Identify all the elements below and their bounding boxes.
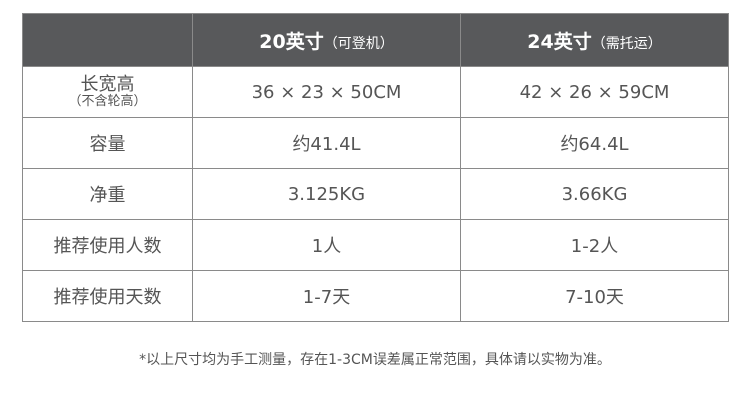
cell: 约64.4L	[460, 117, 729, 169]
header-sub: （可登机）	[323, 35, 394, 52]
header-sub: （需托运）	[591, 35, 662, 52]
row: 容量 约41.4L 约64.4L	[22, 117, 729, 169]
header-cell: 24英寸（需托运）	[460, 13, 729, 67]
cell: 1-7天	[192, 270, 461, 322]
cell: 36 × 23 × 50CM	[192, 66, 461, 118]
row-label: 推荐使用人数	[22, 219, 193, 271]
row: 净重 3.125KG 3.66KG	[22, 168, 729, 220]
row-label: 推荐使用天数	[22, 270, 193, 322]
cell: 1人	[192, 219, 461, 271]
row: 推荐使用人数 1人 1-2人	[22, 219, 729, 271]
footnote: *以上尺寸均为手工测量，存在1-3CM误差属正常范围，具体请以实物为准。	[139, 352, 611, 368]
header-main: 20英寸	[259, 30, 324, 53]
spec-table: 20英寸（可登机） 24英寸（需托运） 长宽高 （不含轮高） 36 × 23 × …	[22, 13, 729, 322]
row: 长宽高 （不含轮高） 36 × 23 × 50CM 42 × 26 × 59CM	[22, 66, 729, 118]
header-empty	[22, 13, 193, 67]
row-label: 长宽高 （不含轮高）	[22, 66, 193, 118]
row: 推荐使用天数 1-7天 7-10天	[22, 270, 729, 322]
header-cell: 20英寸（可登机）	[192, 13, 461, 67]
header-main: 24英寸	[527, 30, 592, 53]
label-main: 长宽高	[80, 74, 135, 95]
cell: 1-2人	[460, 219, 729, 271]
cell: 3.125KG	[192, 168, 461, 220]
label-note: （不含轮高）	[68, 94, 147, 109]
row-label: 容量	[22, 117, 193, 169]
cell: 7-10天	[460, 270, 729, 322]
cell: 42 × 26 × 59CM	[460, 66, 729, 118]
cell: 3.66KG	[460, 168, 729, 220]
header-row: 20英寸（可登机） 24英寸（需托运）	[22, 13, 729, 67]
cell: 约41.4L	[192, 117, 461, 169]
row-label: 净重	[22, 168, 193, 220]
